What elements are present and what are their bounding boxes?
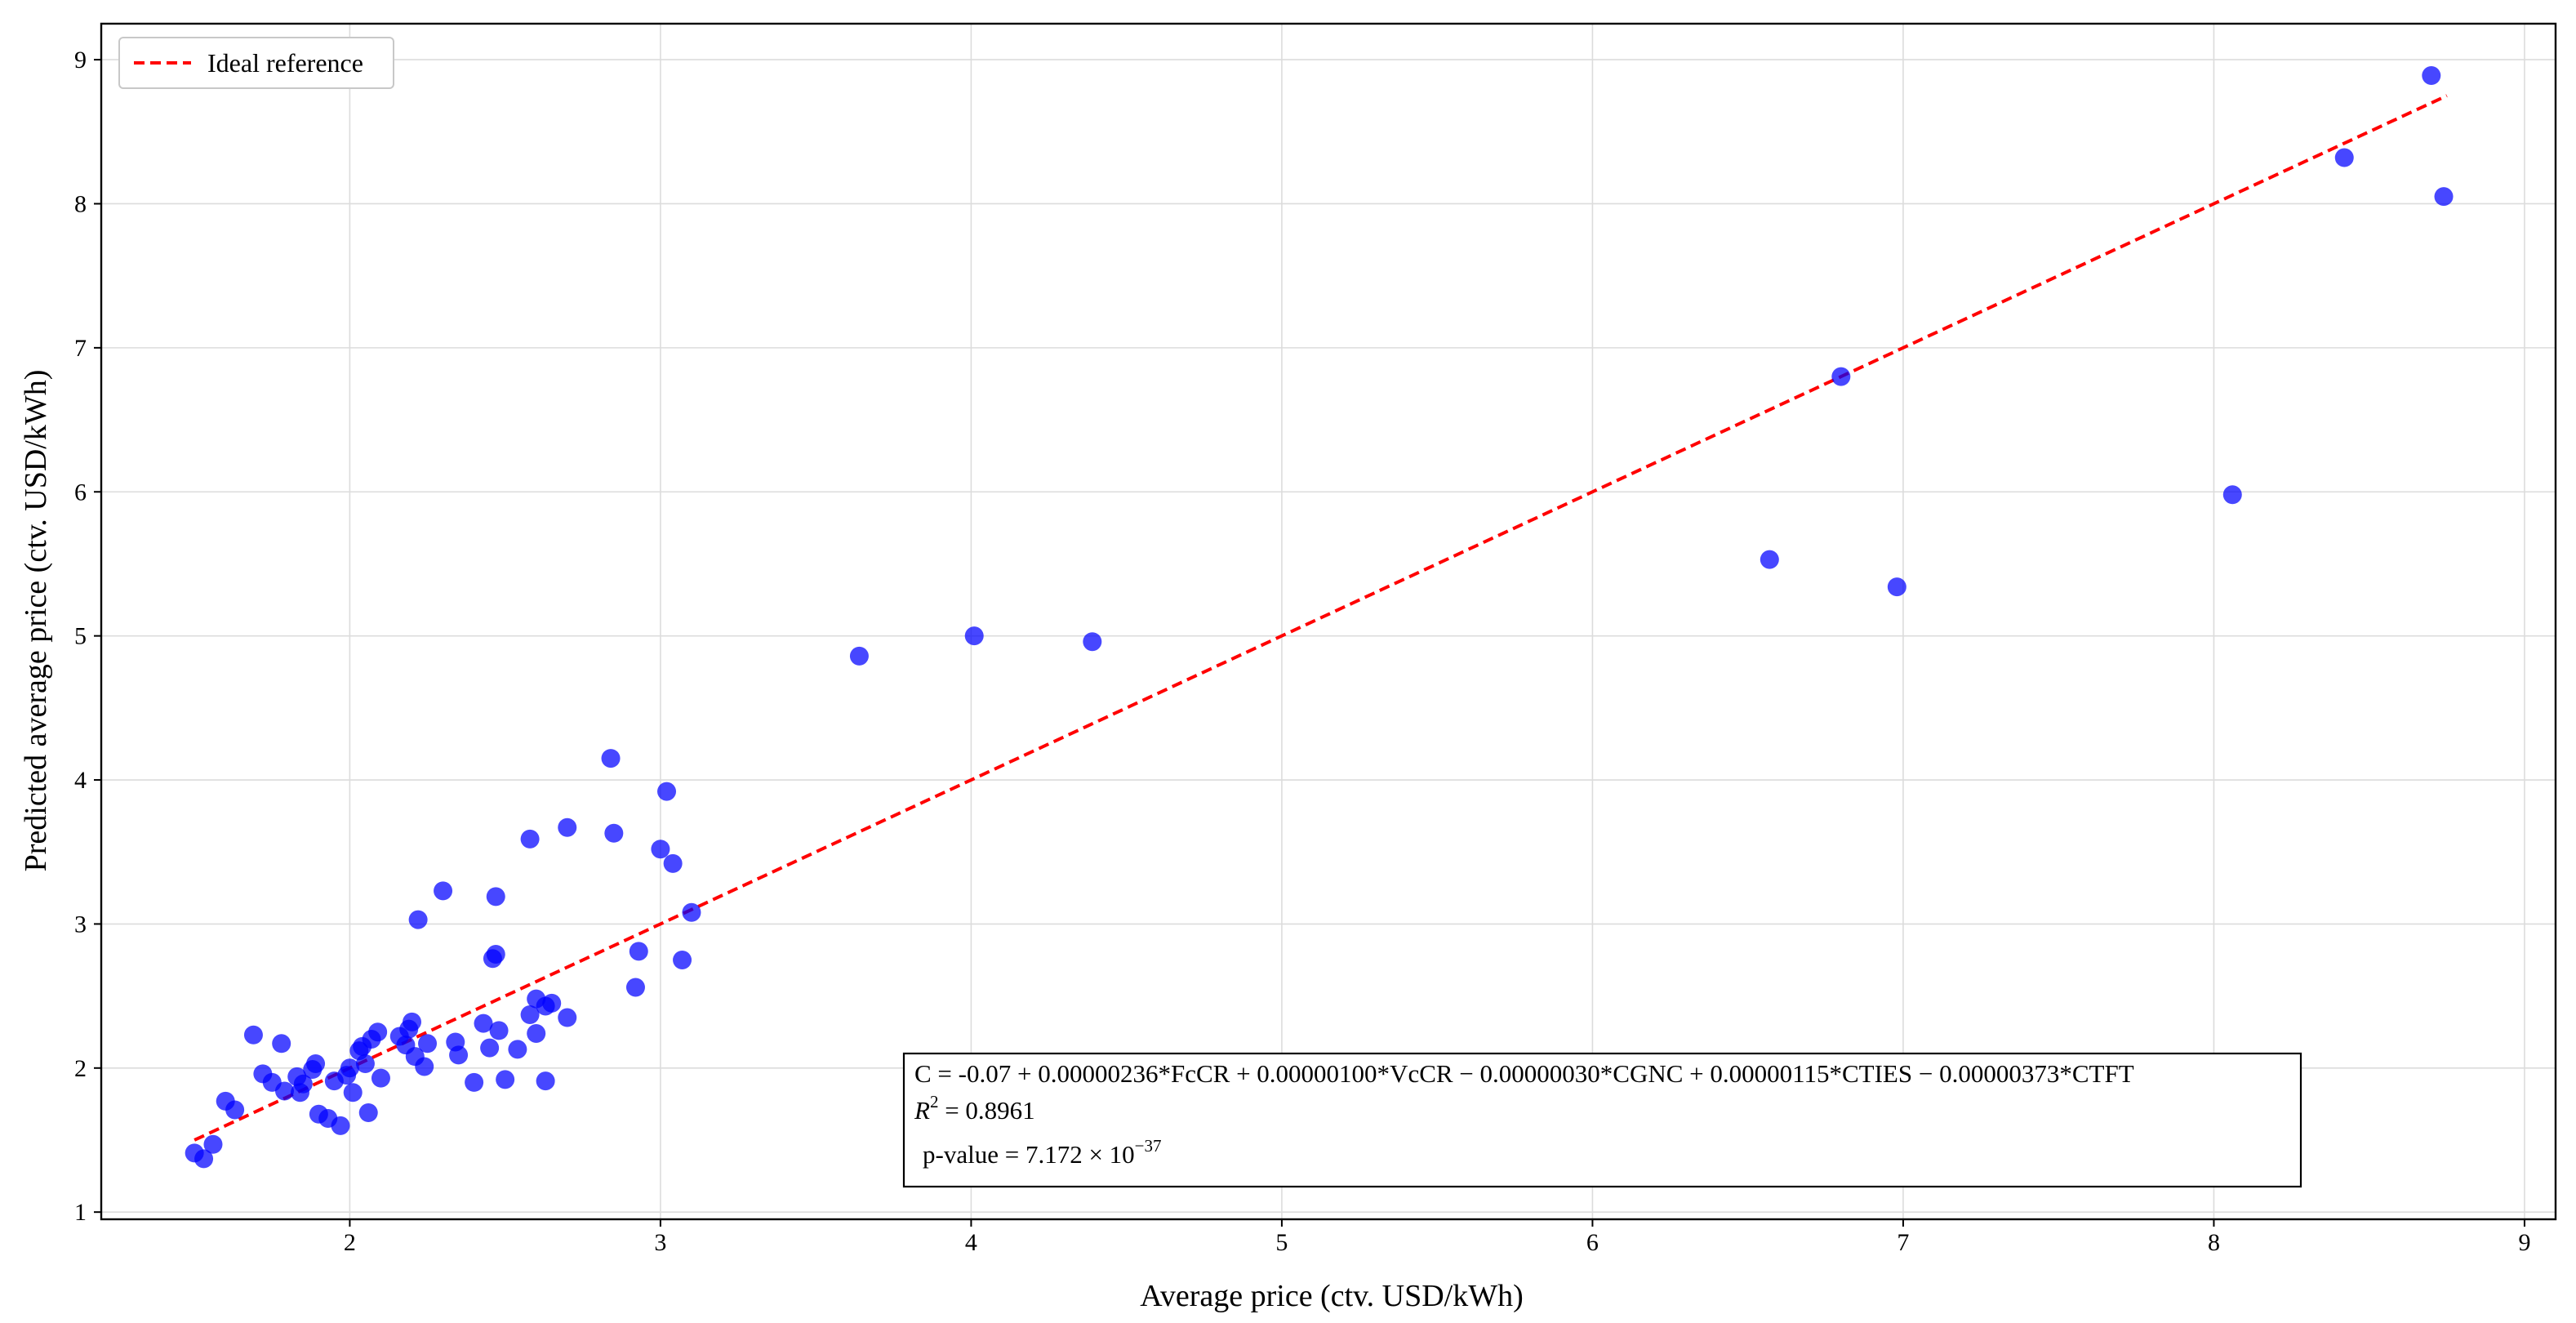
y-axis-ticks: 1 2 3 4 5 6 7 8 9 [74,47,101,1226]
data-point [243,1025,263,1045]
data-point [629,942,648,961]
y-tick-label: 5 [74,623,87,650]
data-point [203,1134,223,1154]
data-point [542,993,562,1013]
data-point [474,1013,493,1033]
data-point [673,951,692,970]
p-value-exponent: −37 [1135,1136,1162,1156]
data-point [536,1071,555,1091]
data-point [480,1038,500,1058]
legend-box [118,37,394,89]
data-point [625,978,645,997]
x-tick-label: 2 [344,1229,356,1256]
data-point [434,881,453,901]
data-point [340,1058,359,1078]
data-point [964,626,984,646]
x-axis-label: Average price (ctv. USD/kWh) [1140,1279,1524,1313]
data-point [1887,577,1906,597]
scatter-points [185,65,2454,1169]
data-point [496,1070,515,1089]
r-squared-value: = 0.8961 [938,1096,1034,1125]
data-point [331,1116,350,1135]
x-axis-ticks: 2 3 4 5 6 7 8 9 [344,1219,2530,1256]
data-point [604,823,624,843]
data-point [272,1034,291,1054]
data-point [194,1149,214,1169]
data-point [408,910,428,929]
data-point [486,887,505,906]
data-point [558,1008,577,1027]
x-tick-label: 8 [2208,1229,2220,1256]
y-tick-label: 8 [74,190,87,217]
legend-label-ideal-reference: Ideal reference [207,48,363,78]
data-point [2334,148,2354,167]
x-tick-label: 5 [1275,1229,1288,1256]
data-point [371,1068,390,1088]
data-point [2434,187,2454,207]
ideal-reference-line [194,94,2448,1142]
data-point [1760,550,1779,569]
regression-equation: C = -0.07 + 0.00000236*FcCR + 0.00000100… [914,1059,2134,1088]
data-point [465,1072,484,1092]
data-point [368,1022,388,1042]
data-point [1083,632,1102,652]
ideal-reference-layer [194,94,2448,1142]
r-squared-text: R2 = 0.8961 [914,1092,1035,1125]
data-point [663,853,683,873]
data-point [657,782,677,801]
x-tick-label: 6 [1586,1229,1599,1256]
data-point [558,817,577,837]
data-point [2422,65,2441,85]
r-squared-symbol: R [914,1096,930,1125]
y-tick-label: 9 [74,47,87,74]
y-tick-label: 6 [74,479,87,506]
data-point [520,1005,540,1025]
y-axis-label: Predicted average price (ctv. USD/kWh) [19,370,53,872]
p-value-label: p-value = 7.172 × 10 [923,1140,1135,1169]
y-tick-label: 1 [74,1199,87,1226]
data-point [2222,485,2242,505]
data-point [358,1102,378,1122]
y-tick-label: 4 [74,767,87,794]
data-point [418,1034,438,1054]
data-point [527,1023,546,1043]
data-point [355,1054,375,1074]
data-point [601,749,621,768]
data-point [293,1074,313,1094]
data-point [682,902,701,922]
data-point [508,1040,527,1059]
annotation-box [902,1052,2302,1188]
data-point [1831,367,1851,386]
data-point [520,829,540,849]
x-tick-label: 4 [965,1229,977,1256]
legend: Ideal reference [118,37,394,89]
y-tick-label: 7 [74,335,87,362]
data-point [225,1100,245,1120]
x-tick-label: 7 [1897,1229,1909,1256]
data-point [274,1081,294,1101]
x-tick-label: 9 [2518,1229,2530,1256]
plot-frame [100,22,2557,1221]
data-point [651,840,670,859]
p-value-text: p-value = 7.172 × 10−37 [923,1136,1162,1169]
data-point [415,1057,434,1076]
r-squared-exponent: 2 [930,1092,939,1111]
data-point [489,1021,509,1040]
y-tick-label: 2 [74,1055,87,1082]
data-point [449,1045,469,1065]
y-tick-label: 3 [74,911,87,938]
data-point [486,944,505,964]
regression-annotation: C = -0.07 + 0.00000236*FcCR + 0.00000100… [902,1052,2302,1188]
data-point [403,1012,422,1031]
data-point [306,1054,326,1074]
data-point [849,646,869,666]
x-tick-label: 3 [654,1229,666,1256]
data-point [343,1083,363,1102]
